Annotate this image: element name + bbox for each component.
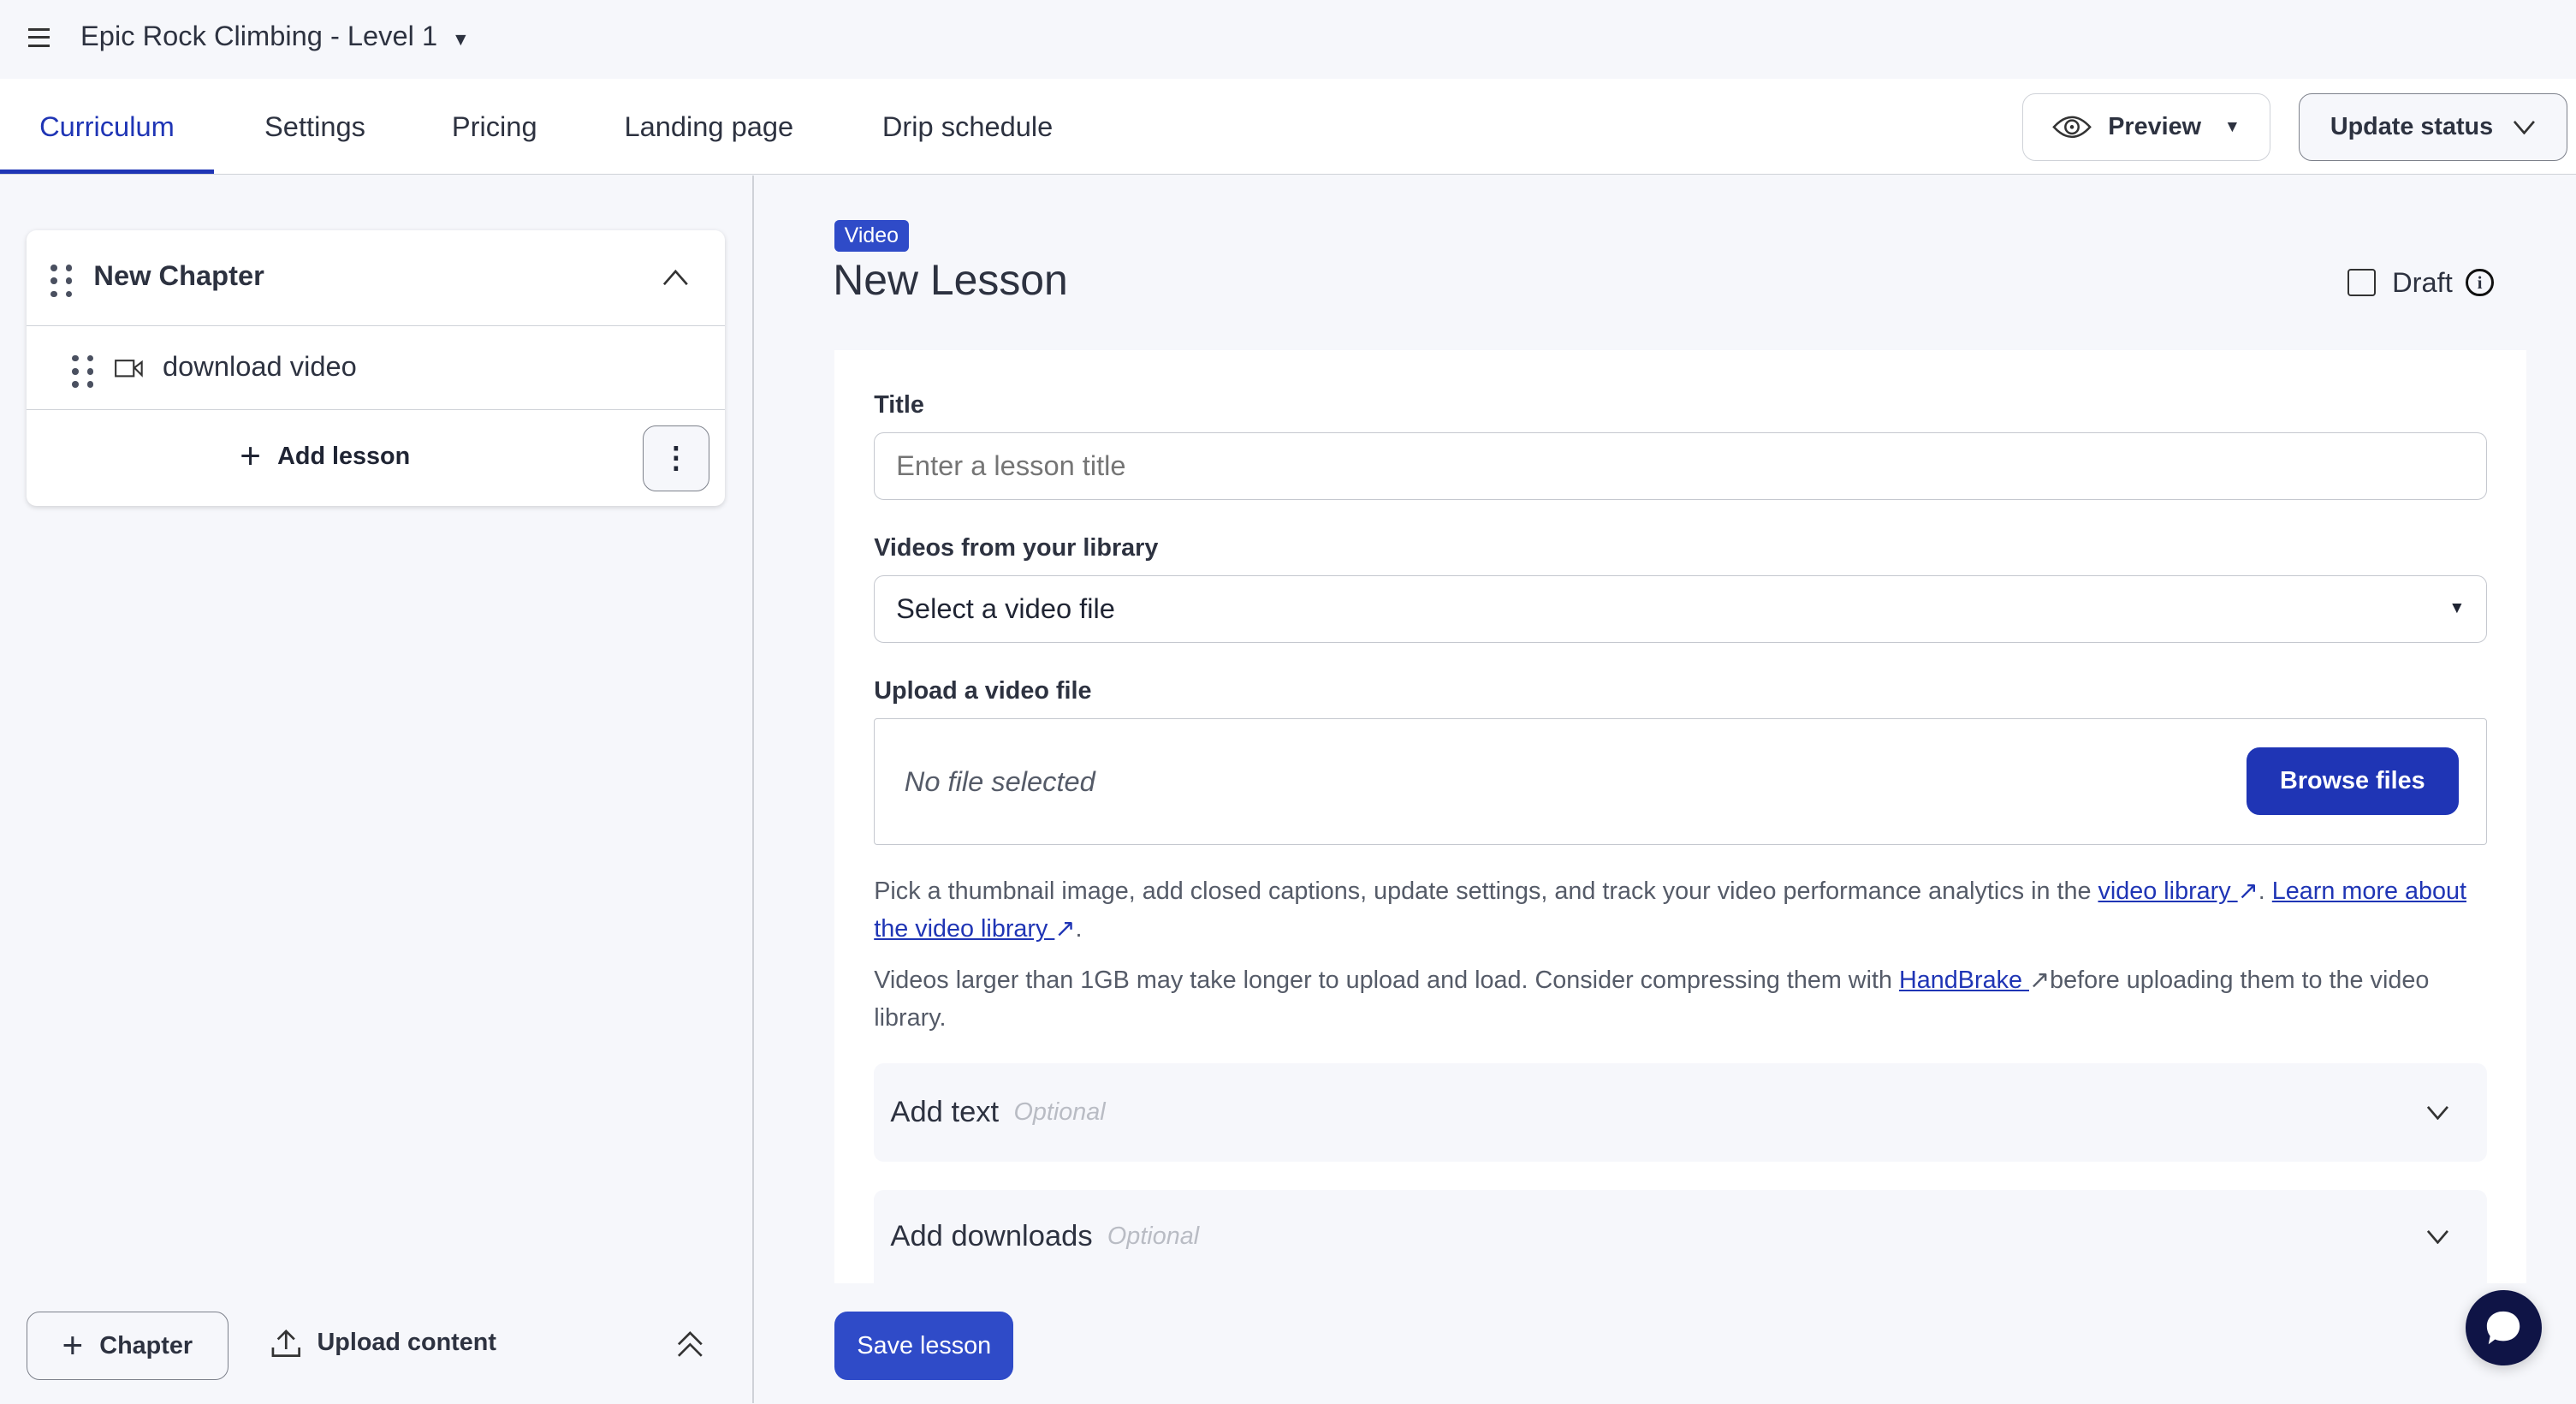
video-camera-icon (115, 360, 144, 378)
draft-checkbox[interactable] (2347, 268, 2376, 297)
caret-down-icon: ▼ (2448, 599, 2466, 618)
upload-dropzone[interactable]: No file selected Browse files (874, 717, 2488, 845)
lesson-heading: New Lesson (833, 255, 1068, 304)
title-label: Title (874, 390, 924, 419)
top-bar: Epic Rock Climbing - Level 1 ▼ (0, 0, 2576, 79)
chat-button[interactable] (2466, 1289, 2542, 1366)
optional-label: Optional (1107, 1222, 1200, 1250)
upload-label: Upload a video file (874, 676, 1092, 705)
drag-handle-icon[interactable] (50, 265, 73, 298)
course-title-dropdown[interactable]: Epic Rock Climbing - Level 1 ▼ (80, 20, 470, 52)
sidebar-divider (752, 176, 755, 1404)
caret-down-icon: ▼ (2223, 117, 2241, 136)
external-link-icon: ↗ (2237, 878, 2258, 906)
upload-content-button[interactable]: Upload content (271, 1328, 496, 1358)
browse-files-button[interactable]: Browse files (2247, 747, 2459, 816)
add-text-label: Add text (890, 1096, 1000, 1129)
course-title: Epic Rock Climbing - Level 1 (80, 20, 438, 52)
tab-curriculum[interactable]: Curriculum (0, 79, 214, 174)
draft-toggle[interactable]: Draft i (2347, 266, 2494, 299)
external-link-icon: ↗ (1054, 915, 1076, 943)
add-lesson-button[interactable]: + Add lesson (240, 436, 411, 477)
title-input[interactable] (874, 431, 2488, 500)
help-text: Videos larger than 1GB may take longer t… (874, 966, 1899, 994)
video-library-link[interactable]: video library (2098, 878, 2238, 906)
chevron-down-icon (2514, 121, 2536, 135)
lesson-type-badge: Video (834, 220, 909, 252)
chat-bubble-icon (2487, 1311, 2520, 1345)
add-chapter-button[interactable]: + Chapter (26, 1311, 229, 1381)
add-downloads-accordion[interactable]: Add downloads Optional (874, 1189, 2488, 1284)
optional-label: Optional (1013, 1098, 1106, 1127)
plus-icon: + (240, 436, 261, 477)
help-text: . (2258, 878, 2272, 906)
handbrake-link[interactable]: HandBrake (1899, 966, 2029, 994)
video-library-select[interactable]: Select a video file ▼ (874, 574, 2488, 643)
lesson-form: Title Videos from your library Select a … (834, 349, 2527, 1284)
preview-label: Preview (2108, 113, 2202, 141)
chapter-header[interactable]: New Chapter (26, 230, 725, 327)
tab-landing-page[interactable]: Landing page (624, 110, 794, 143)
chevron-down-icon (2427, 1105, 2449, 1121)
add-downloads-label: Add downloads (890, 1219, 1093, 1252)
kebab-icon: ⋮ (661, 442, 691, 475)
video-select-value: Select a video file (896, 592, 1115, 625)
menu-icon[interactable] (27, 27, 50, 47)
add-text-accordion[interactable]: Add text Optional (874, 1062, 2488, 1163)
tab-drip-schedule[interactable]: Drip schedule (881, 110, 1054, 143)
draft-label: Draft (2392, 265, 2453, 298)
video-library-help: Pick a thumbnail image, add closed capti… (874, 872, 2492, 948)
info-icon[interactable]: i (2466, 268, 2494, 297)
double-chevron-up-icon[interactable] (677, 1330, 703, 1358)
chapter-card: New Chapter download video + Add lesson … (26, 229, 725, 507)
plus-icon: + (62, 1324, 84, 1365)
help-text: Pick a thumbnail image, add closed capti… (874, 878, 2098, 906)
help-text: before uploading them to the video libra… (874, 966, 2430, 1032)
update-status-label: Update status (2330, 113, 2494, 141)
file-size-help: Videos larger than 1GB may take longer t… (874, 961, 2492, 1037)
help-text: . (1075, 915, 1083, 943)
caret-down-icon: ▼ (451, 30, 470, 51)
learn-more-link[interactable]: Learn more about the video library (874, 878, 2466, 943)
lesson-item[interactable]: download video (26, 327, 725, 410)
upload-status: No file selected (904, 764, 1095, 797)
drag-handle-icon[interactable] (72, 354, 94, 388)
chevron-down-icon (2427, 1229, 2449, 1245)
update-status-button[interactable]: Update status (2298, 93, 2568, 162)
chevron-up-icon[interactable] (662, 269, 689, 286)
external-link-icon: ↗ (2029, 966, 2051, 994)
save-lesson-button[interactable]: Save lesson (834, 1311, 1014, 1381)
tab-settings[interactable]: Settings (264, 110, 365, 143)
tab-bar: Curriculum Settings Pricing Landing page… (0, 79, 2576, 176)
more-options-button[interactable]: ⋮ (642, 425, 710, 491)
upload-icon (271, 1329, 300, 1358)
library-label: Videos from your library (874, 533, 1159, 562)
chapter-title: New Chapter (93, 259, 264, 292)
eye-icon (2052, 116, 2092, 139)
preview-button[interactable]: Preview ▼ (2022, 93, 2270, 162)
add-lesson-label: Add lesson (277, 443, 411, 471)
upload-content-label: Upload content (317, 1328, 496, 1356)
tab-pricing[interactable]: Pricing (451, 110, 537, 143)
lesson-title: download video (163, 349, 357, 382)
add-chapter-label: Chapter (99, 1331, 193, 1359)
